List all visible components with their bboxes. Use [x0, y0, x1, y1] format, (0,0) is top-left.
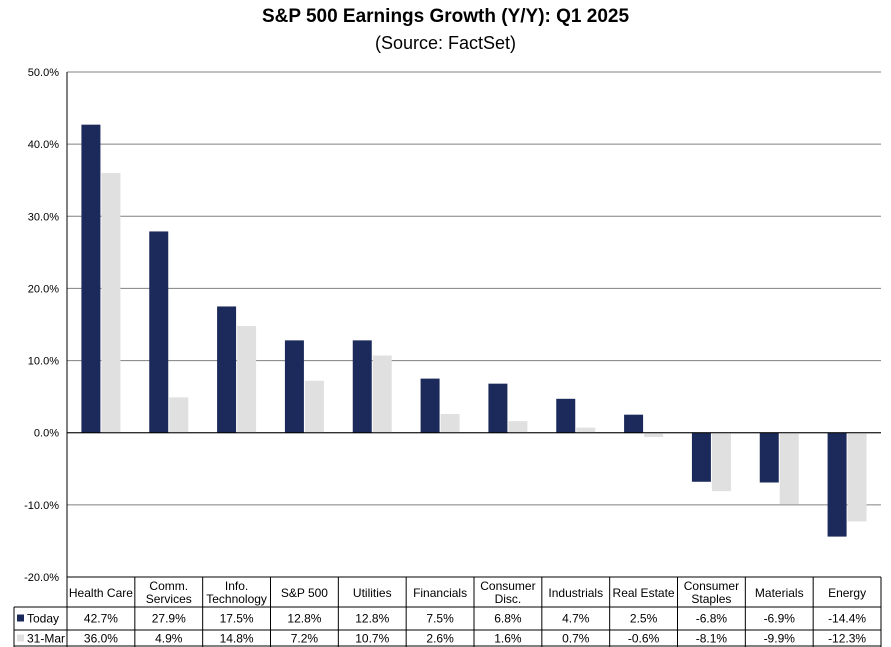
bar-today [284, 340, 304, 433]
value-cell: 12.8% [287, 612, 321, 626]
y-tick-label: 20.0% [28, 283, 59, 295]
y-tick-label: 40.0% [28, 139, 59, 151]
category-label: Consumer [480, 579, 535, 593]
category-label: Consumer [684, 579, 739, 593]
bar-mar31 [169, 397, 189, 433]
value-cell: 17.5% [220, 612, 254, 626]
value-cell: 27.9% [152, 612, 186, 626]
value-cell: 4.7% [562, 612, 590, 626]
series-name: 31-Mar [27, 632, 65, 646]
axes: 50.0% 40.0% 30.0% 20.0% 10.0% 0.0% -10.0% -20.0… [24, 67, 881, 584]
category-label: Materials [755, 586, 804, 600]
category-label: Services [146, 592, 192, 606]
bar-mar31 [576, 427, 596, 433]
category-label: Staples [691, 592, 731, 606]
bar-mar31 [711, 432, 731, 492]
value-cell: 7.2% [291, 632, 319, 646]
y-tick-label: 30.0% [28, 211, 59, 223]
bar-today [556, 398, 576, 433]
series-name: Today [27, 612, 59, 626]
value-cell: 10.7% [355, 632, 389, 646]
y-tick-label: 50.0% [28, 67, 59, 79]
bar-mar31 [508, 421, 528, 433]
value-cell: -8.1% [696, 632, 728, 646]
value-cell: 4.9% [155, 632, 183, 646]
bar-today [149, 231, 169, 433]
bar-mar31 [101, 173, 121, 433]
bar-today [217, 306, 237, 433]
category-label: Health Care [69, 586, 133, 600]
category-label: Technology [206, 592, 267, 606]
bar-mar31 [304, 380, 324, 433]
bars [81, 124, 867, 537]
bar-today [691, 432, 711, 482]
category-label: Energy [828, 586, 866, 600]
value-cell: 0.7% [562, 632, 590, 646]
bar-today [352, 340, 372, 433]
category-label: Utilities [353, 586, 392, 600]
value-cell: 14.8% [220, 632, 254, 646]
legend-key-mar31 [17, 634, 24, 642]
bar-today [81, 124, 101, 433]
chart-subtitle: (Source: FactSet) [374, 33, 517, 53]
value-cell: 7.5% [426, 612, 454, 626]
gridlines [67, 71, 881, 578]
bar-mar31 [237, 325, 257, 433]
bar-today [624, 414, 644, 433]
value-cell: 36.0% [84, 632, 118, 646]
value-cell: 2.6% [426, 632, 454, 646]
data-table: Health Care Comm.Services Info.Technology S… [13, 576, 882, 647]
bar-mar31 [440, 413, 460, 433]
y-tick-label: -20.0% [24, 572, 59, 584]
value-cell: 6.8% [494, 612, 522, 626]
category-label: Real Estate [613, 586, 675, 600]
value-cell: -6.8% [696, 612, 728, 626]
category-label: S&P 500 [281, 586, 328, 600]
value-cell: -6.9% [764, 612, 796, 626]
bar-today [827, 432, 847, 537]
value-cell: -0.6% [628, 632, 660, 646]
value-cell: -9.9% [764, 632, 796, 646]
category-label: Comm. [149, 579, 188, 593]
value-cell: 12.8% [355, 612, 389, 626]
bar-mar31 [779, 432, 799, 505]
category-label: Disc. [495, 592, 522, 606]
y-tick-label: -10.0% [24, 500, 59, 512]
legend-key-today [17, 614, 24, 622]
value-cell: -12.3% [828, 632, 866, 646]
bar-today [488, 383, 508, 433]
bar-mar31 [847, 432, 867, 522]
y-tick-label: 0.0% [34, 428, 59, 440]
value-cell: 1.6% [494, 632, 522, 646]
category-label: Financials [413, 586, 467, 600]
bar-today [759, 432, 779, 483]
bar-mar31 [644, 432, 664, 438]
value-cell: 2.5% [630, 612, 658, 626]
y-tick-label: 10.0% [28, 356, 59, 368]
chart-title: S&P 500 Earnings Growth (Y/Y): Q1 2025 [261, 6, 630, 27]
category-label: Info. [225, 579, 248, 593]
bar-today [420, 378, 440, 433]
bar-mar31 [372, 355, 392, 433]
category-label: Industrials [548, 586, 603, 600]
value-cell: 42.7% [84, 612, 118, 626]
value-cell: -14.4% [828, 612, 866, 626]
